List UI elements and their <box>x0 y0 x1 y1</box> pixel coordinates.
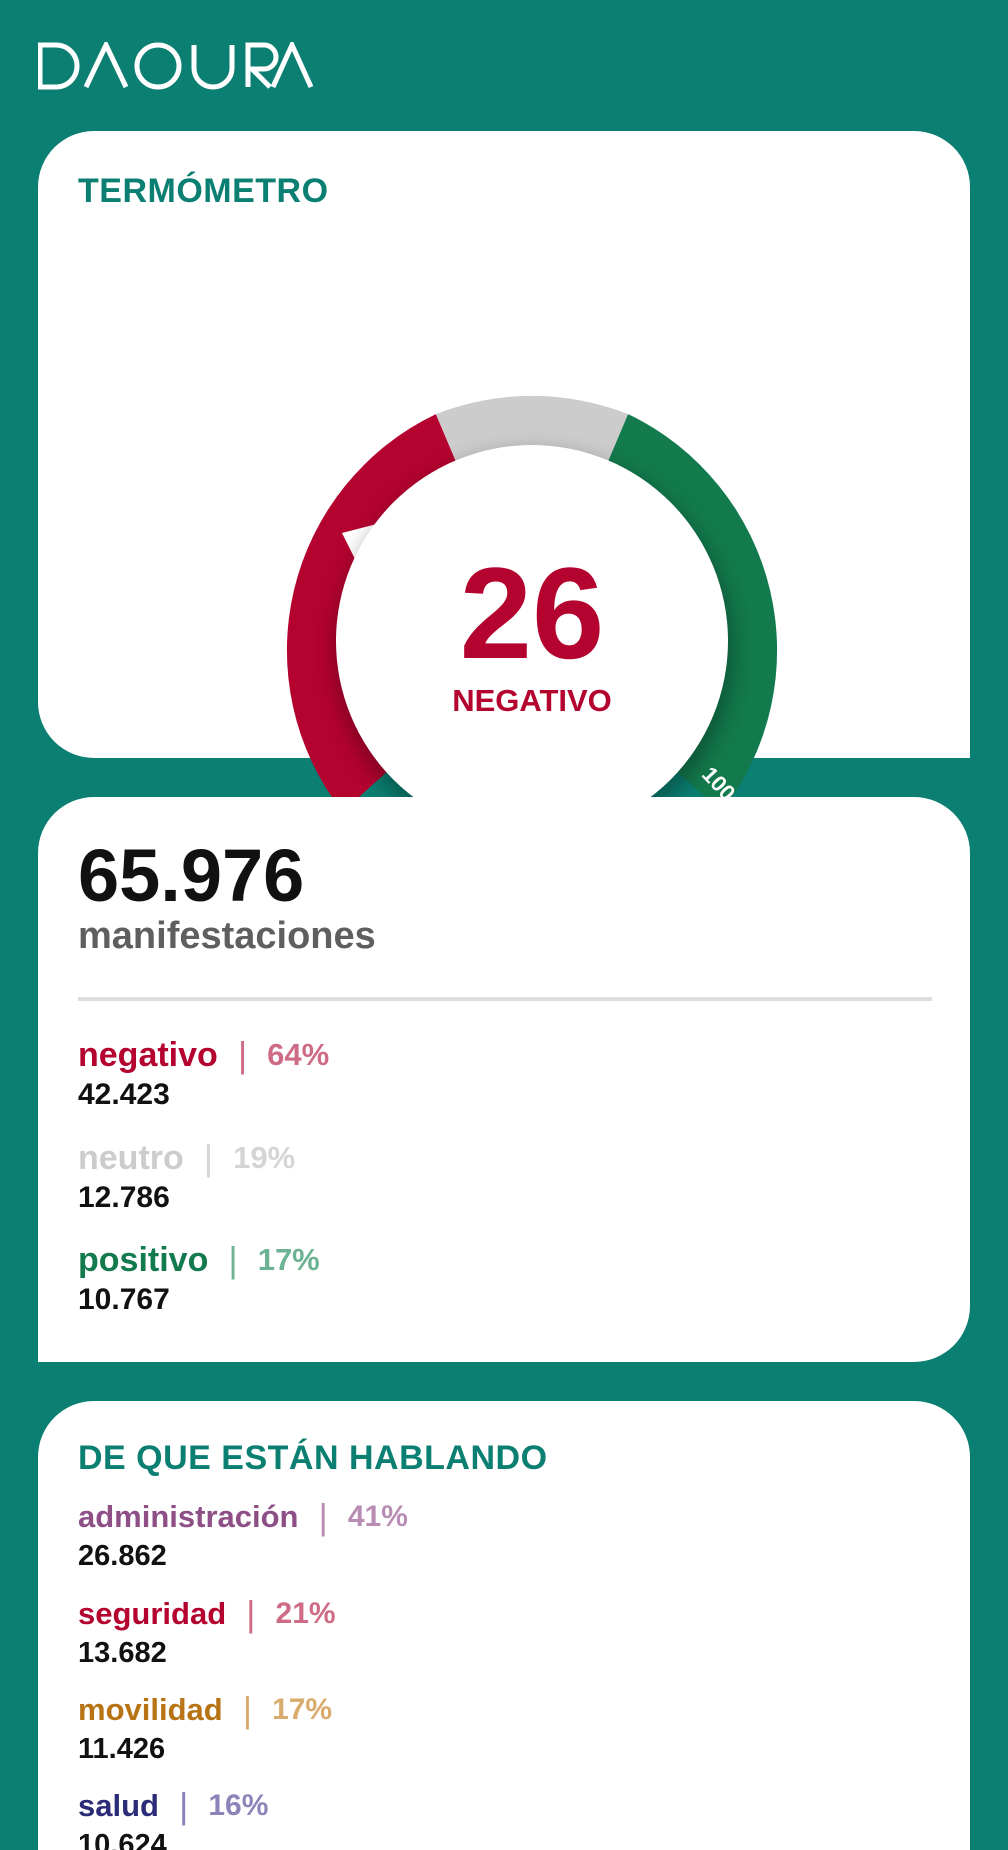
sentiment-label: NEGATIVO <box>452 683 612 718</box>
daoura-logo <box>38 42 313 90</box>
stat-label: neutro <box>78 1138 184 1177</box>
divider <box>78 997 932 1001</box>
topic-item: seguridad | 21% 13.682 <box>78 1593 336 1670</box>
topic-separator: | <box>178 1785 189 1826</box>
stat-label: positivo <box>78 1240 209 1279</box>
stat-negative: negativo | 64% 42.423 <box>78 1034 329 1112</box>
topic-count: 11.426 <box>78 1733 166 1765</box>
topic-percent: 21% <box>275 1597 336 1630</box>
stat-count: 42.423 <box>78 1078 170 1111</box>
topic-separator: | <box>246 1593 256 1634</box>
stat-neutral: neutro | 19% 12.786 <box>78 1137 295 1215</box>
stat-separator: | <box>228 1239 238 1280</box>
topic-count: 26.862 <box>78 1540 167 1572</box>
gauge-center-disc <box>336 445 728 837</box>
topic-percent: 41% <box>347 1500 408 1533</box>
topic-separator: | <box>242 1689 253 1730</box>
mentions-summary-card: 65.976 manifestaciones negativo | 64% 42… <box>38 797 970 1362</box>
topics-title: DE QUE ESTÁN HABLANDO <box>78 1439 548 1477</box>
topic-percent: 16% <box>208 1789 269 1822</box>
topics-card: DE QUE ESTÁN HABLANDO administración | 4… <box>38 1401 970 1850</box>
topic-count: 13.682 <box>78 1637 167 1669</box>
stat-label: negativo <box>78 1035 218 1074</box>
topic-count: 10.624 <box>78 1829 167 1850</box>
topic-item: salud | 16% 10.624 <box>78 1785 268 1850</box>
thermometer-title: TERMÓMETRO <box>78 172 329 210</box>
topic-label: seguridad <box>78 1596 227 1631</box>
topic-separator: | <box>318 1496 328 1537</box>
topic-label: administración <box>78 1499 299 1534</box>
stat-count: 12.786 <box>78 1181 170 1214</box>
topic-percent: 17% <box>272 1693 333 1726</box>
topic-item: movilidad | 17% 11.426 <box>78 1689 332 1766</box>
stat-count: 10.767 <box>78 1283 170 1316</box>
stat-percent: 17% <box>257 1242 320 1277</box>
stat-percent: 19% <box>233 1140 296 1175</box>
stat-positive: positivo | 17% 10.767 <box>78 1239 320 1317</box>
sentiment-gauge: 26 NEGATIVO 100 <box>252 353 812 853</box>
stat-separator: | <box>237 1034 248 1075</box>
topic-label: movilidad <box>78 1692 223 1727</box>
thermometer-card: TERMÓMETRO 26 NEGATIVO 100 <box>38 131 970 851</box>
stat-percent: 64% <box>267 1037 330 1072</box>
stat-separator: | <box>203 1137 214 1178</box>
total-mentions-label: manifestaciones <box>78 915 376 957</box>
gauge-ring <box>286 395 778 851</box>
topic-item: administración | 41% 26.862 <box>78 1496 408 1573</box>
topic-label: salud <box>78 1788 159 1823</box>
total-mentions: 65.976 <box>78 834 305 917</box>
sentiment-score: 26 <box>459 540 605 686</box>
